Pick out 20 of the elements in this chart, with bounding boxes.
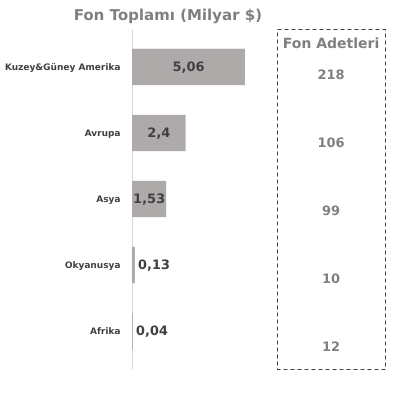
text: Fon Adetleri [282, 36, 380, 52]
y-tick-label: Afrika [90, 327, 120, 338]
bar [132, 48, 246, 86]
data-label: 1,53 [133, 192, 166, 207]
data-label: 12 [322, 340, 340, 355]
data-label: 0,13 [138, 258, 170, 274]
data-label: 2,4 [147, 126, 170, 141]
data-label: 5,06 [172, 60, 205, 75]
data-label: 99 [322, 204, 340, 219]
y-tick-label: Okyanusya [64, 261, 120, 272]
data-label: 10 [322, 272, 340, 287]
bar [132, 246, 135, 284]
bar [132, 114, 186, 152]
y-tick-label: Kuzey&Güney Amerika [4, 62, 120, 73]
data-label: 106 [317, 136, 345, 151]
y-tick-label: Asya [96, 195, 120, 205]
data-label: 218 [317, 68, 345, 83]
data-label: 0,04 [136, 324, 168, 340]
y-tick-label: Avrupa [84, 128, 120, 139]
chart-title: Fon Toplamı (Milyar $) [74, 6, 262, 24]
